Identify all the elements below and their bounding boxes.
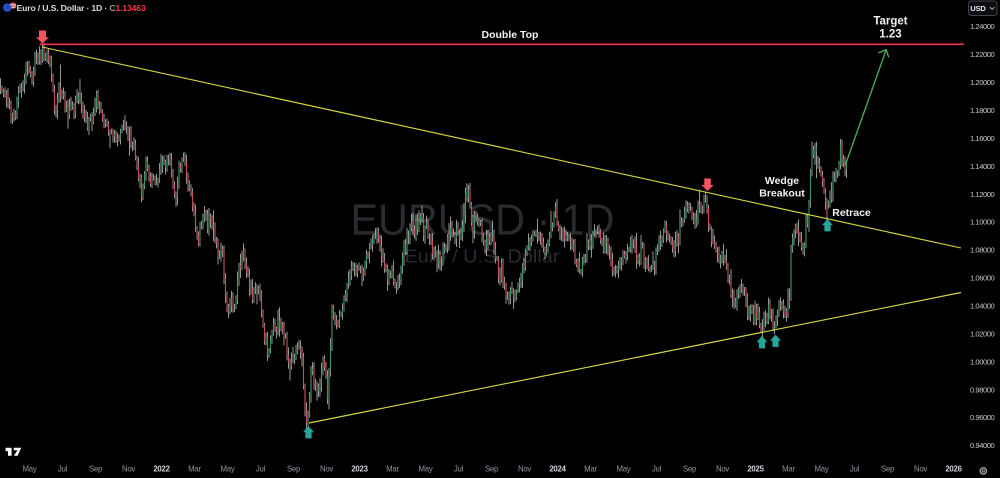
svg-text:May: May (617, 465, 631, 474)
svg-text:0.98000: 0.98000 (970, 385, 995, 394)
svg-text:Jul: Jul (652, 465, 662, 474)
svg-text:May: May (23, 465, 37, 474)
svg-text:Euro / U.S. Dollar · 1D · C1.1: Euro / U.S. Dollar · 1D · C1.13463 (17, 3, 146, 13)
svg-text:1.08000: 1.08000 (970, 246, 995, 255)
svg-text:USD: USD (970, 4, 986, 13)
svg-text:2022: 2022 (153, 465, 170, 474)
svg-text:Sep: Sep (89, 465, 103, 474)
svg-text:1.12000: 1.12000 (970, 190, 995, 199)
svg-text:Retrace: Retrace (832, 207, 871, 219)
svg-text:Sep: Sep (287, 465, 301, 474)
svg-text:2026: 2026 (945, 465, 962, 474)
svg-text:0.94000: 0.94000 (970, 441, 995, 450)
svg-text:Jul: Jul (454, 465, 464, 474)
svg-text:Mar: Mar (386, 465, 399, 474)
svg-text:1.24000: 1.24000 (970, 22, 995, 31)
svg-text:Jul: Jul (58, 465, 68, 474)
svg-text:Double Top: Double Top (482, 29, 539, 41)
svg-text:Jul: Jul (256, 465, 266, 474)
svg-text:Nov: Nov (122, 465, 135, 474)
svg-text:1.04000: 1.04000 (970, 302, 995, 311)
svg-text:1.06000: 1.06000 (970, 274, 995, 283)
svg-text:0.96000: 0.96000 (970, 413, 995, 422)
svg-text:2025: 2025 (747, 465, 764, 474)
svg-text:Sep: Sep (683, 465, 697, 474)
svg-text:1.02000: 1.02000 (970, 329, 995, 338)
svg-text:1.22000: 1.22000 (970, 50, 995, 59)
svg-text:Nov: Nov (716, 465, 729, 474)
svg-text:1.10000: 1.10000 (970, 218, 995, 227)
svg-text:May: May (815, 465, 829, 474)
svg-text:May: May (221, 465, 235, 474)
svg-text:2024: 2024 (549, 465, 566, 474)
svg-text:Breakout: Breakout (759, 188, 805, 200)
svg-text:Wedge: Wedge (765, 175, 799, 187)
svg-text:EURUSD · 1D: EURUSD · 1D (351, 196, 615, 245)
svg-text:Nov: Nov (320, 465, 333, 474)
svg-text:1.23: 1.23 (879, 29, 901, 41)
svg-text:Nov: Nov (518, 465, 531, 474)
svg-text:Euro / U.S. Dollar: Euro / U.S. Dollar (405, 246, 560, 267)
svg-text:May: May (419, 465, 433, 474)
svg-text:1.16000: 1.16000 (970, 134, 995, 143)
svg-text:2023: 2023 (351, 465, 368, 474)
svg-text:Sep: Sep (485, 465, 499, 474)
svg-text:Mar: Mar (782, 465, 795, 474)
svg-text:1.14000: 1.14000 (970, 162, 995, 171)
svg-text:Mar: Mar (584, 465, 597, 474)
svg-text:1.00000: 1.00000 (970, 357, 995, 366)
svg-text:Mar: Mar (188, 465, 201, 474)
svg-text:Jul: Jul (850, 465, 860, 474)
svg-text:Nov: Nov (914, 465, 927, 474)
svg-text:1.18000: 1.18000 (970, 106, 995, 115)
svg-text:1.20000: 1.20000 (970, 78, 995, 87)
svg-text:Sep: Sep (881, 465, 895, 474)
svg-text:Target: Target (873, 16, 907, 28)
